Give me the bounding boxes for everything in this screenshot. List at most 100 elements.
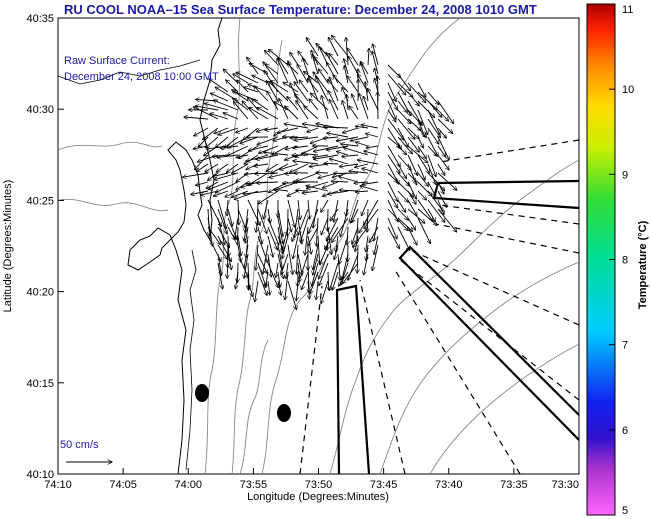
current-vector bbox=[277, 127, 299, 133]
current-vector bbox=[387, 208, 408, 231]
current-vector bbox=[437, 145, 446, 157]
current-vector bbox=[254, 164, 269, 166]
current-vector bbox=[397, 172, 410, 186]
current-vector bbox=[427, 91, 439, 105]
current-vector bbox=[387, 226, 400, 249]
current-vector bbox=[327, 133, 349, 138]
current-vector bbox=[366, 146, 379, 148]
current-vector bbox=[312, 262, 319, 286]
current-vector bbox=[217, 244, 227, 259]
current-vector bbox=[326, 53, 339, 75]
current-vector bbox=[387, 154, 400, 173]
depth-contour bbox=[429, 343, 579, 474]
current-vector bbox=[294, 208, 299, 238]
current-vector bbox=[407, 127, 419, 139]
current-vector bbox=[397, 199, 406, 212]
current-vector bbox=[397, 91, 411, 116]
current-vector bbox=[334, 199, 339, 222]
current-vector bbox=[332, 35, 349, 57]
current-vector bbox=[427, 127, 439, 144]
current-vector bbox=[227, 226, 235, 240]
x-axis-label: Longitude (Degrees:Minutes) bbox=[247, 491, 389, 503]
current-vector bbox=[243, 190, 269, 194]
y-tick-label: 40:10 bbox=[26, 469, 54, 481]
current-vector bbox=[293, 235, 299, 259]
current-vector bbox=[209, 79, 229, 93]
colorbar-tick-label: 10 bbox=[622, 84, 634, 96]
current-vector bbox=[216, 163, 229, 172]
current-vector bbox=[437, 190, 447, 207]
current-vector bbox=[427, 145, 437, 156]
current-vector bbox=[323, 127, 349, 128]
current-vector bbox=[227, 145, 249, 156]
current-vector bbox=[256, 244, 259, 270]
current-vector bbox=[397, 145, 407, 155]
current-vector bbox=[361, 125, 379, 129]
current-vector bbox=[236, 271, 239, 289]
x-tick-label: 73:55 bbox=[240, 479, 268, 491]
current-vector bbox=[265, 64, 279, 75]
current-vector bbox=[378, 92, 379, 120]
current-vector bbox=[365, 82, 369, 102]
current-vector bbox=[427, 181, 436, 196]
current-vector bbox=[252, 99, 269, 111]
current-vector bbox=[217, 226, 230, 248]
current-vector bbox=[255, 173, 279, 174]
current-vector bbox=[290, 137, 309, 138]
current-vector bbox=[387, 109, 396, 122]
current-vector bbox=[215, 136, 229, 148]
current-vector bbox=[357, 217, 358, 244]
current-vector bbox=[205, 163, 219, 172]
current-vector bbox=[363, 96, 369, 111]
current-vector bbox=[397, 208, 408, 220]
current-vector bbox=[287, 199, 295, 227]
current-vector bbox=[332, 217, 349, 242]
current-vector bbox=[184, 117, 209, 119]
annotation-line-2: December 24, 2008 10:00 GMT bbox=[64, 71, 219, 83]
current-vector bbox=[328, 91, 339, 111]
current-vector bbox=[366, 244, 368, 261]
current-vector bbox=[287, 97, 299, 111]
current-vector bbox=[244, 217, 249, 241]
current-vector bbox=[364, 151, 379, 156]
current-vector bbox=[437, 100, 454, 124]
current-vector bbox=[307, 235, 311, 254]
current-vector bbox=[397, 181, 414, 197]
current-vector bbox=[437, 118, 453, 133]
current-vector bbox=[316, 280, 318, 300]
current-vector bbox=[437, 199, 444, 215]
current-vector bbox=[308, 208, 319, 233]
current-vector bbox=[313, 253, 319, 275]
current-vector bbox=[290, 52, 299, 66]
current-vector bbox=[210, 113, 229, 120]
colorbar-tick-label: 8 bbox=[622, 255, 628, 267]
current-vector bbox=[296, 244, 298, 274]
current-vector bbox=[368, 48, 369, 66]
x-axis-ticks: 74:10 74:05 74:00 73:55 73:50 73:45 73:40 73:35… bbox=[44, 468, 580, 491]
current-vector bbox=[237, 208, 246, 228]
current-vector bbox=[387, 73, 406, 95]
current-vector bbox=[437, 136, 449, 160]
coastline-inner bbox=[185, 249, 197, 471]
current-vector bbox=[417, 217, 431, 244]
current-vector bbox=[183, 172, 209, 177]
current-vector bbox=[236, 155, 249, 158]
current-vector bbox=[193, 107, 219, 120]
current-vector bbox=[293, 161, 319, 165]
current-vector bbox=[263, 199, 269, 219]
current-vector bbox=[281, 253, 289, 275]
current-vector bbox=[263, 62, 279, 84]
current-vector bbox=[324, 163, 339, 164]
current-vector bbox=[227, 208, 233, 226]
surface-current-vectors bbox=[183, 35, 457, 309]
x-tick-label: 74:05 bbox=[109, 479, 137, 491]
current-vector bbox=[340, 208, 349, 237]
colorbar-ticks: 5 6 7 8 9 10 11 bbox=[609, 3, 634, 517]
current-vector bbox=[417, 127, 427, 138]
current-vector bbox=[277, 280, 281, 295]
current-vector bbox=[301, 217, 309, 242]
current-vector bbox=[407, 199, 417, 216]
transect-lines bbox=[299, 139, 579, 474]
current-vector bbox=[407, 109, 422, 125]
current-vector bbox=[316, 173, 329, 174]
